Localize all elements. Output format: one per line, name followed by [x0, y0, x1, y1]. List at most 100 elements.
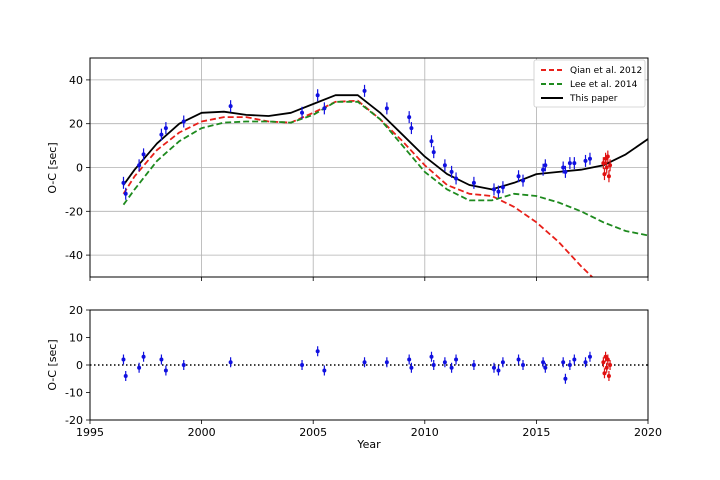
top-data-point	[583, 158, 588, 163]
x-axis-label: Year	[356, 438, 381, 451]
residual-point	[587, 354, 592, 359]
top-y-tick-label: 40	[69, 74, 83, 87]
top-data-point	[516, 174, 521, 179]
top-data-point	[567, 161, 572, 166]
bottom-y-tick-label: 20	[69, 304, 83, 317]
residual-point	[496, 368, 501, 373]
top-data-point	[322, 106, 327, 111]
legend: Qian et al. 2012 Lee et al. 2014 This pa…	[533, 59, 646, 108]
bottom-x-tick-label: 1995	[76, 426, 104, 439]
top-data-point	[602, 172, 607, 177]
legend-label-this-paper: This paper	[569, 94, 618, 104]
bottom-ticks: 1995 2000 2005 2010 2015 2020 -20 -10 0 10 20	[65, 304, 662, 439]
top-plot-area	[121, 84, 648, 277]
top-data-point	[561, 165, 566, 170]
top-data-point	[471, 180, 476, 185]
residual-point	[228, 360, 233, 365]
residual-point	[141, 354, 146, 359]
residual-point	[541, 360, 546, 365]
residual-point	[605, 357, 610, 362]
residual-point	[572, 357, 577, 362]
top-y-tick-label: -20	[65, 205, 83, 218]
top-data-point	[454, 176, 459, 181]
residual-point	[583, 360, 588, 365]
top-y-tick-label: 0	[76, 162, 83, 175]
residual-point	[543, 365, 548, 370]
bottom-y-axis-label: O-C [sec]	[46, 339, 59, 390]
top-data-point	[541, 167, 546, 172]
bottom-axes-frame	[89, 309, 649, 421]
top-panel: -40 -20 0 20 40 O-C [sec] Qian et al. 2012 L…	[46, 57, 649, 281]
residual-point	[409, 365, 414, 370]
top-data-point	[141, 152, 146, 157]
residual-point	[181, 363, 186, 367]
top-data-point	[407, 115, 412, 120]
top-data-point	[608, 163, 613, 168]
top-data-point	[300, 110, 305, 115]
residual-point	[315, 349, 320, 354]
residual-point	[159, 357, 164, 362]
top-data-point	[159, 132, 164, 137]
residual-point	[121, 357, 126, 362]
residual-point	[521, 363, 526, 367]
top-data-point	[605, 154, 610, 159]
residual-point	[384, 360, 389, 365]
residual-point	[516, 357, 521, 362]
residual-point	[491, 365, 496, 370]
top-data-point	[521, 178, 526, 183]
residual-point	[407, 357, 412, 362]
bottom-x-tick-label: 2020	[634, 426, 662, 439]
top-data-point	[500, 185, 505, 190]
residual-point	[300, 363, 305, 367]
residual-point	[449, 365, 454, 370]
residual-point	[322, 368, 327, 373]
legend-label-lee: Lee et al. 2014	[570, 80, 638, 90]
top-y-axis-label: O-C [sec]	[46, 142, 59, 193]
top-data-point	[409, 126, 414, 131]
top-data-point	[449, 169, 454, 174]
residual-point	[123, 374, 128, 378]
residual-point	[608, 363, 613, 367]
top-data-point	[604, 165, 609, 170]
top-data-point	[121, 180, 126, 185]
bottom-y-tick-label: -10	[65, 387, 83, 400]
bottom-y-tick-label: 10	[69, 332, 83, 345]
bottom-x-tick-label: 2005	[299, 426, 327, 439]
top-data-point	[315, 93, 320, 98]
residual-point	[454, 357, 459, 362]
top-data-point	[491, 187, 496, 192]
bottom-y-tick-label: -20	[65, 414, 83, 427]
bottom-y-tick-label: 0	[76, 359, 83, 372]
top-data-point	[228, 104, 233, 109]
residual-point	[601, 360, 606, 365]
residual-point	[602, 371, 607, 376]
legend-label-qian: Qian et al. 2012	[570, 66, 642, 76]
top-data-point	[442, 163, 447, 168]
top-ticks: -40 -20 0 20 40	[65, 74, 649, 281]
residual-point	[604, 365, 609, 370]
bottom-x-tick-label: 2000	[188, 426, 216, 439]
residual-point	[163, 368, 168, 373]
residual-point	[442, 360, 447, 365]
residual-point	[471, 363, 476, 367]
residual-point	[606, 374, 611, 378]
residual-point	[500, 360, 505, 365]
top-data-point	[543, 163, 548, 168]
top-data-point	[181, 119, 186, 124]
residual-point	[567, 363, 572, 367]
residual-point	[561, 360, 566, 365]
residual-point	[429, 354, 434, 359]
top-data-point	[137, 163, 142, 168]
top-data-point	[572, 161, 577, 166]
bottom-panel: 1995 2000 2005 2010 2015 2020 -20 -10 0 10 20 O-C …	[46, 304, 662, 451]
residual-point	[431, 363, 436, 367]
top-data-point	[163, 126, 168, 131]
top-curve-lee-et-al-2014	[122, 100, 648, 237]
top-data-point	[431, 150, 436, 155]
residual-point	[563, 376, 568, 381]
top-data-point	[123, 191, 128, 196]
top-curve-this-paper	[122, 94, 648, 191]
top-data-point	[496, 189, 501, 194]
top-data-point	[429, 139, 434, 144]
